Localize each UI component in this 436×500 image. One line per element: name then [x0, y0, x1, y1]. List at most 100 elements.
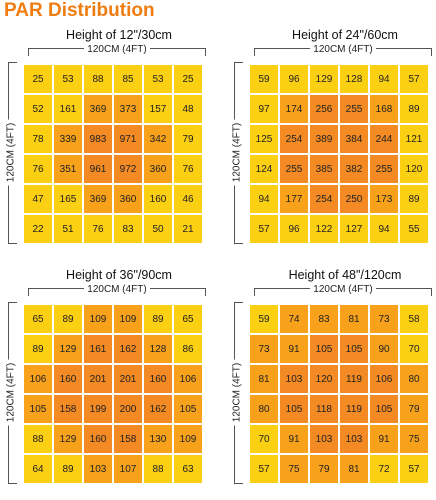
heatmap-cell: 50	[144, 215, 172, 243]
heatmap-cell: 57	[250, 215, 278, 243]
heatmap-cell: 127	[340, 215, 368, 243]
heatmap-cell: 255	[340, 95, 368, 123]
heatmap-cell: 129	[54, 425, 82, 453]
heatmap-cell: 48	[174, 95, 202, 123]
heatmap-cell: 103	[84, 455, 112, 483]
heatmap-cell: 254	[310, 185, 338, 213]
heatmap-cell: 81	[340, 305, 368, 333]
heatmap-cell: 105	[24, 395, 52, 423]
heatmap-cell: 199	[84, 395, 112, 423]
heatmap-cell: 65	[24, 305, 52, 333]
heatmap-cell: 89	[54, 305, 82, 333]
heatmap-cell: 160	[144, 365, 172, 393]
heatmap-cell: 57	[400, 65, 428, 93]
par-grid: 59 96 129 128 94 57 97 174 256 255 168 89 125 254 389 3…	[250, 65, 430, 245]
heatmap-cell: 201	[114, 365, 142, 393]
heatmap-cell: 88	[144, 455, 172, 483]
heatmap-cell: 201	[84, 365, 112, 393]
heatmap-cell: 200	[114, 395, 142, 423]
heatmap-cell: 88	[84, 65, 112, 93]
heatmap-cell: 256	[310, 95, 338, 123]
heatmap-cell: 47	[24, 185, 52, 213]
heatmap-cell: 76	[174, 155, 202, 183]
heatmap-cell: 128	[340, 65, 368, 93]
heatmap-cell: 373	[114, 95, 142, 123]
heatmap-cell: 105	[280, 395, 308, 423]
heatmap-panel-12in: Height of 12"/30cm 120CM (4FT) 120CM (4F…	[4, 28, 214, 248]
heatmap-cell: 118	[310, 395, 338, 423]
heatmap-cell: 94	[250, 185, 278, 213]
heatmap-cell: 119	[340, 395, 368, 423]
heatmap-cell: 74	[280, 305, 308, 333]
heatmap-cell: 89	[144, 305, 172, 333]
heatmap-cell: 46	[174, 185, 202, 213]
heatmap-cell: 89	[24, 335, 52, 363]
heatmap-cell: 109	[84, 305, 112, 333]
heatmap-cell: 168	[370, 95, 398, 123]
heatmap-cell: 70	[250, 425, 278, 453]
heatmap-cell: 254	[280, 125, 308, 153]
heatmap-cell: 255	[280, 155, 308, 183]
heatmap-cell: 53	[144, 65, 172, 93]
heatmap-cell: 91	[370, 425, 398, 453]
heatmap-cell: 339	[54, 125, 82, 153]
heatmap-cell: 972	[114, 155, 142, 183]
heatmap-cell: 83	[114, 215, 142, 243]
heatmap-cell: 53	[54, 65, 82, 93]
heatmap-cell: 162	[144, 395, 172, 423]
heatmap-cell: 385	[310, 155, 338, 183]
heatmap-cell: 961	[84, 155, 112, 183]
heatmap-cell: 89	[400, 185, 428, 213]
heatmap-cell: 96	[280, 215, 308, 243]
heatmap-cell: 79	[174, 125, 202, 153]
panel-title: Height of 36"/90cm	[66, 268, 172, 282]
heatmap-cell: 160	[54, 365, 82, 393]
panel-title: Height of 48"/120cm	[288, 268, 402, 282]
heatmap-cell: 89	[54, 455, 82, 483]
heatmap-cell: 55	[400, 215, 428, 243]
heatmap-cell: 85	[114, 65, 142, 93]
heatmap-cell: 22	[24, 215, 52, 243]
heatmap-cell: 106	[174, 365, 202, 393]
heatmap-cell: 25	[24, 65, 52, 93]
heatmap-cell: 80	[250, 395, 278, 423]
heatmap-cell: 129	[54, 335, 82, 363]
heatmap-cell: 90	[370, 335, 398, 363]
heatmap-cell: 89	[400, 95, 428, 123]
heatmap-cell: 129	[310, 65, 338, 93]
heatmap-cell: 342	[144, 125, 172, 153]
heatmap-cell: 76	[84, 215, 112, 243]
width-label: 120CM (4FT)	[28, 284, 206, 295]
heatmap-cell: 128	[144, 335, 172, 363]
heatmap-cell: 52	[24, 95, 52, 123]
heatmap-cell: 103	[310, 425, 338, 453]
heatmap-cell: 107	[114, 455, 142, 483]
heatmap-cell: 78	[24, 125, 52, 153]
heatmap-cell: 103	[340, 425, 368, 453]
heatmap-cell: 119	[340, 365, 368, 393]
heatmap-cell: 109	[114, 305, 142, 333]
heatmap-cell: 96	[280, 65, 308, 93]
width-label: 120CM (4FT)	[254, 44, 432, 55]
heatmap-cell: 57	[250, 455, 278, 483]
panel-title: Height of 24"/60cm	[292, 28, 398, 42]
heatmap-cell: 70	[400, 335, 428, 363]
heatmap-cell: 360	[144, 155, 172, 183]
heatmap-cell: 25	[174, 65, 202, 93]
heatmap-cell: 122	[310, 215, 338, 243]
heatmap-cell: 250	[340, 185, 368, 213]
heatmap-cell: 79	[400, 395, 428, 423]
heatmap-panel-24in: Height of 24"/60cm 120CM (4FT) 120CM (4F…	[230, 28, 436, 248]
heatmap-cell: 158	[114, 425, 142, 453]
par-grid: 25 53 88 85 53 25 52 161 369 373 157 48 78 339 983 971 3…	[24, 65, 204, 245]
heatmap-cell: 88	[24, 425, 52, 453]
heatmap-cell: 105	[174, 395, 202, 423]
heatmap-cell: 244	[370, 125, 398, 153]
heatmap-cell: 81	[250, 365, 278, 393]
heatmap-cell: 351	[54, 155, 82, 183]
heatmap-cell: 106	[24, 365, 52, 393]
heatmap-cell: 160	[84, 425, 112, 453]
heatmap-cell: 81	[340, 455, 368, 483]
heatmap-cell: 174	[280, 95, 308, 123]
heatmap-cell: 158	[54, 395, 82, 423]
